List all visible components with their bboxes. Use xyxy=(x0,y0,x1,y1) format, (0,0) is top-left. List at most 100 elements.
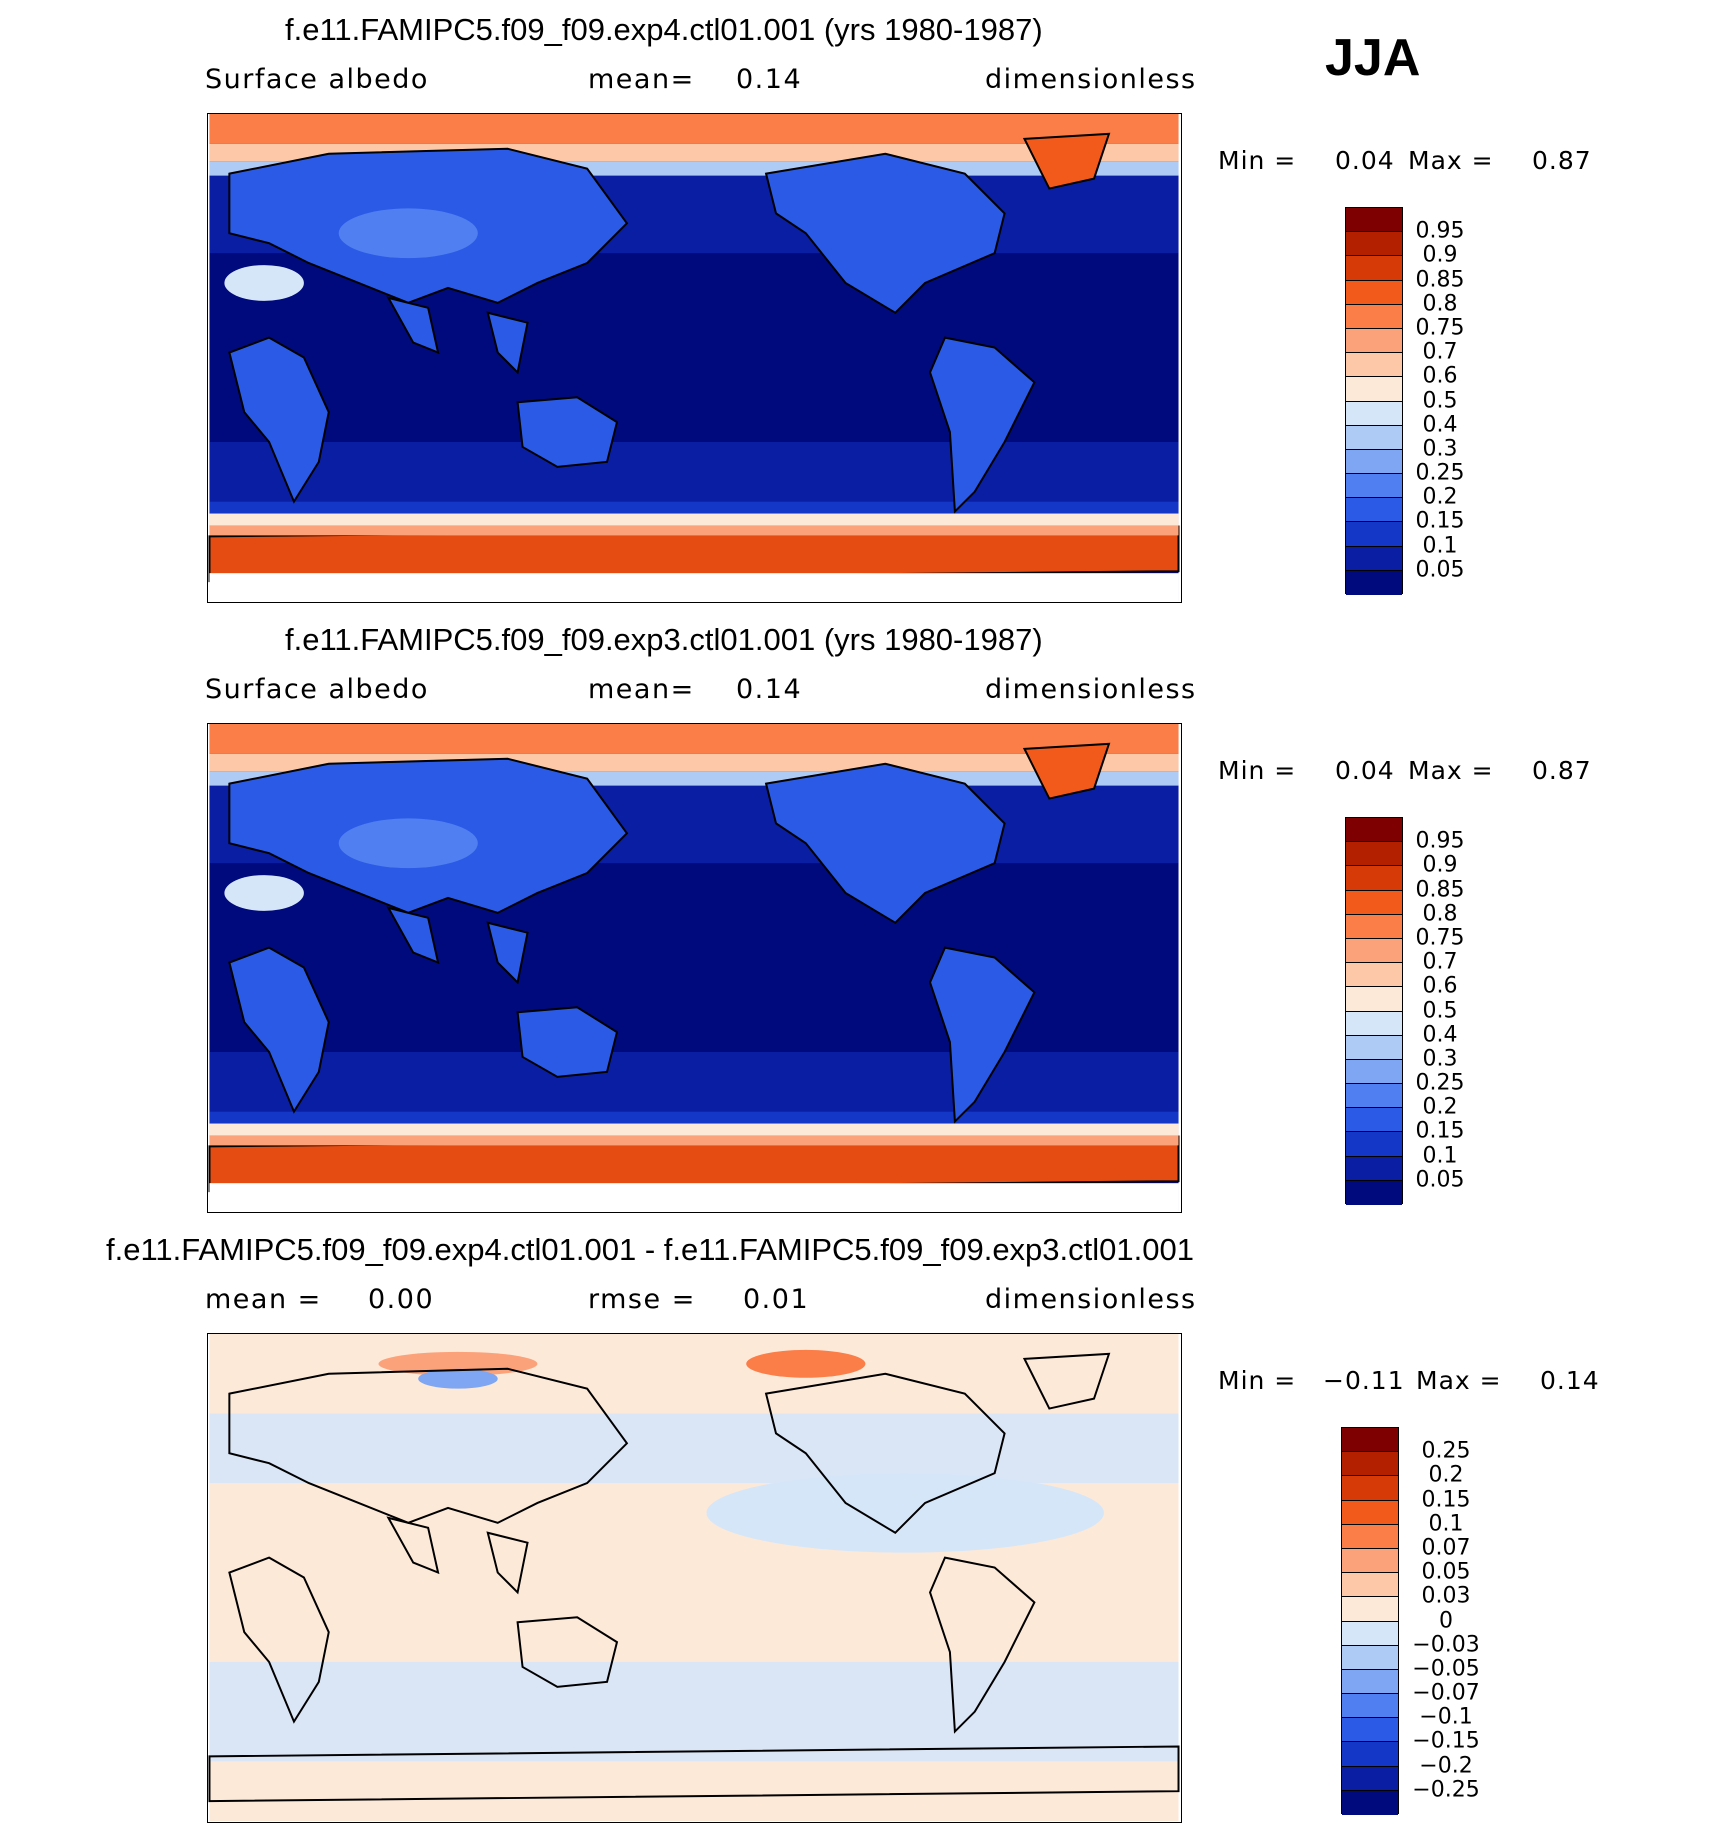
colorbar-swatch xyxy=(1346,570,1402,595)
panel-2-max-value: 0.87 xyxy=(1532,756,1592,785)
colorbar-tick-label: 0.95 xyxy=(1415,218,1465,244)
colorbar-swatch xyxy=(1342,1621,1398,1646)
colorbar-tick-label: 0.25 xyxy=(1415,1070,1465,1096)
colorbar-swatch xyxy=(1346,1011,1402,1036)
colorbar-swatch xyxy=(1346,842,1402,867)
panel-1-colorbar xyxy=(1345,207,1403,595)
colorbar-tick-label: 0.05 xyxy=(1415,1167,1465,1193)
colorbar-swatch xyxy=(1346,987,1402,1012)
colorbar-swatch xyxy=(1346,1059,1402,1085)
colorbar-tick-label: 0.07 xyxy=(1421,1535,1471,1561)
map-plot xyxy=(208,114,1180,601)
colorbar-tick-label: 0.15 xyxy=(1415,508,1465,534)
colorbar-swatch xyxy=(1342,1742,1398,1767)
colorbar-tick-label: 0.3 xyxy=(1422,1046,1458,1072)
panel-3-map xyxy=(207,1333,1182,1823)
panel-2-min-label: Min = xyxy=(1218,756,1297,785)
panel-3-rmse-value: 0.01 xyxy=(743,1284,810,1315)
panel-1-map xyxy=(207,113,1182,603)
colorbar-tick-label: 0.1 xyxy=(1422,1143,1458,1169)
panel-2-mean-label: mean= xyxy=(588,674,695,705)
colorbar-tick-label: 0.4 xyxy=(1422,412,1458,438)
map-plot xyxy=(208,724,1180,1211)
panel-1-variable: Surface albedo xyxy=(205,64,429,95)
colorbar-tick-label: 0.5 xyxy=(1422,998,1458,1023)
colorbar-swatch xyxy=(1342,1524,1398,1549)
colorbar-swatch xyxy=(1342,1428,1398,1453)
colorbar-swatch xyxy=(1342,1669,1398,1695)
colorbar-swatch xyxy=(1342,1645,1398,1670)
colorbar-swatch xyxy=(1346,963,1402,988)
colorbar-swatch xyxy=(1346,208,1402,233)
colorbar-tick-label: 0.1 xyxy=(1428,1511,1464,1537)
colorbar-swatch xyxy=(1346,256,1402,281)
panel-2-units: dimensionless xyxy=(985,674,1197,705)
colorbar-swatch xyxy=(1346,353,1402,378)
panel-2-colorbar xyxy=(1345,817,1403,1205)
panel-3-mean-value: 0.00 xyxy=(368,1284,435,1315)
map-plot xyxy=(208,1334,1180,1821)
colorbar-swatch xyxy=(1346,328,1402,354)
panel-3-min-label: Min = xyxy=(1218,1366,1297,1395)
colorbar-swatch xyxy=(1346,1084,1402,1109)
colorbar-tick-label: 0.8 xyxy=(1422,291,1458,317)
colorbar-tick-label: 0.05 xyxy=(1415,557,1465,583)
panel-1-max-value: 0.87 xyxy=(1532,146,1592,175)
season-label: JJA xyxy=(1325,29,1421,87)
colorbar-tick-label: 0.1 xyxy=(1422,533,1458,559)
colorbar-swatch xyxy=(1346,818,1402,843)
colorbar-swatch xyxy=(1346,546,1402,571)
colorbar-swatch xyxy=(1346,1108,1402,1133)
colorbar-swatch xyxy=(1346,1132,1402,1157)
colorbar-tick-label: −0.25 xyxy=(1412,1777,1480,1803)
colorbar-tick-label: −0.15 xyxy=(1412,1728,1480,1754)
colorbar-swatch xyxy=(1342,1476,1398,1501)
colorbar-tick-label: 0.75 xyxy=(1415,315,1465,341)
colorbar-tick-label: 0.15 xyxy=(1415,1118,1465,1144)
colorbar-tick-label: 0.4 xyxy=(1422,1022,1458,1048)
colorbar-swatch xyxy=(1346,1180,1402,1205)
panel-3-units: dimensionless xyxy=(985,1284,1197,1315)
colorbar-tick-label: 0.25 xyxy=(1415,460,1465,486)
colorbar-swatch xyxy=(1346,938,1402,964)
colorbar-swatch xyxy=(1342,1597,1398,1622)
panel-1-mean-value: 0.14 xyxy=(736,64,803,95)
colorbar-tick-label: −0.07 xyxy=(1412,1680,1480,1706)
colorbar-tick-label: 0.6 xyxy=(1422,363,1458,389)
colorbar-swatch xyxy=(1346,498,1402,523)
panel-1-mean-label: mean= xyxy=(588,64,695,95)
panel-3-max-label: Max = xyxy=(1416,1366,1502,1395)
colorbar-tick-label: 0.2 xyxy=(1422,484,1458,510)
colorbar-tick-label: 0.95 xyxy=(1415,828,1465,854)
colorbar-tick-label: 0.85 xyxy=(1415,267,1465,293)
panel-3-rmse-label: rmse = xyxy=(588,1284,696,1315)
colorbar-swatch xyxy=(1342,1548,1398,1574)
colorbar-tick-label: 0.85 xyxy=(1415,877,1465,903)
colorbar-swatch xyxy=(1346,914,1402,939)
colorbar-swatch xyxy=(1346,890,1402,915)
colorbar-tick-label: 0.03 xyxy=(1421,1583,1471,1609)
panel-2-mean-value: 0.14 xyxy=(736,674,803,705)
colorbar-tick-label: 0.05 xyxy=(1421,1559,1471,1585)
colorbar-swatch xyxy=(1346,449,1402,475)
colorbar-swatch xyxy=(1342,1766,1398,1791)
colorbar-tick-label: 0.2 xyxy=(1422,1094,1458,1120)
colorbar-tick-label: 0.8 xyxy=(1422,901,1458,927)
colorbar-tick-label: −0.05 xyxy=(1412,1656,1480,1682)
colorbar-swatch xyxy=(1346,522,1402,547)
colorbar-tick-label: 0.9 xyxy=(1422,852,1458,878)
colorbar-tick-label: 0.2 xyxy=(1428,1462,1464,1488)
panel-3-max-value: 0.14 xyxy=(1540,1366,1600,1395)
colorbar-tick-label: 0.3 xyxy=(1422,436,1458,462)
colorbar-tick-label: 0.9 xyxy=(1422,242,1458,268)
colorbar-tick-label: 0.15 xyxy=(1421,1487,1471,1513)
colorbar-swatch xyxy=(1346,866,1402,891)
colorbar-swatch xyxy=(1346,232,1402,257)
panel-1-min-label: Min = xyxy=(1218,146,1297,175)
panel-2-max-label: Max = xyxy=(1408,756,1494,785)
panel-1-units: dimensionless xyxy=(985,64,1197,95)
colorbar-swatch xyxy=(1346,425,1402,450)
colorbar-tick-label: 0.6 xyxy=(1422,973,1458,999)
panel-3-mean-label: mean = xyxy=(205,1284,322,1315)
panel-2-variable: Surface albedo xyxy=(205,674,429,705)
